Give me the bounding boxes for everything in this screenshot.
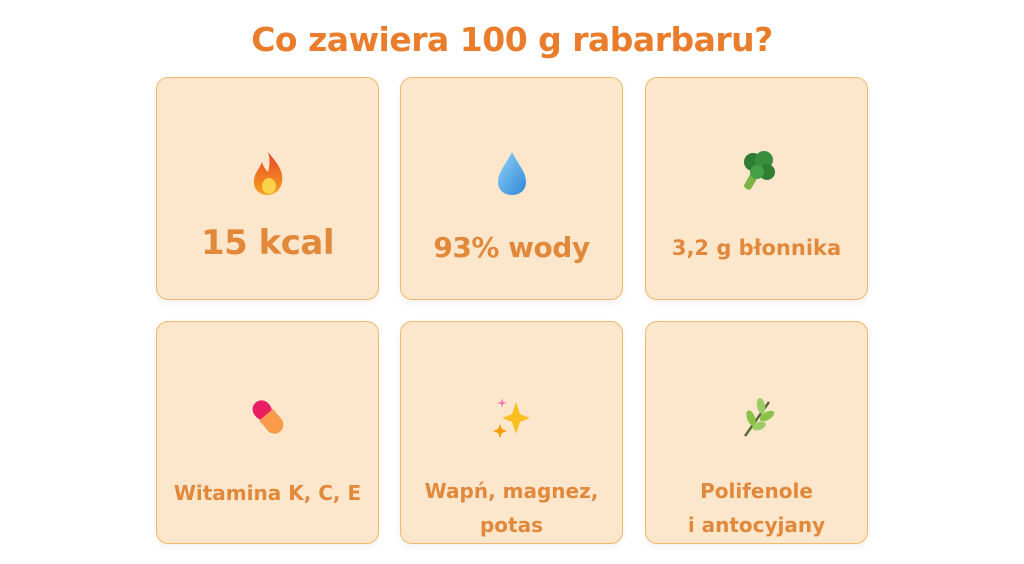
card-minerals: Wapń, magnez, potas [400, 321, 623, 544]
card-label: 15 kcal [200, 223, 335, 263]
card-vitamins: Witamina K, C, E [156, 321, 379, 544]
card-label-line: Wapń, magnez, [424, 479, 599, 503]
card-label-line: potas [479, 513, 544, 537]
pill-icon [248, 394, 288, 440]
card-label: Wapń, magnez, potas [401, 474, 622, 542]
card-calories: 15 kcal [156, 77, 379, 300]
broccoli-icon [737, 148, 777, 194]
card-label-line: Polifenole [700, 479, 813, 503]
page-title: Co zawiera 100 g rabarbaru? [251, 20, 773, 59]
droplet-icon [492, 150, 532, 196]
card-polyphenols: Polifenole i antocyjany [645, 321, 868, 544]
card-label: Witamina K, C, E [173, 481, 362, 505]
card-label-line: i antocyjany [687, 513, 826, 537]
card-fiber: 3,2 g błonnika [645, 77, 868, 300]
sparkles-icon [492, 394, 532, 440]
card-label: Polifenole i antocyjany [646, 474, 867, 542]
card-water: 93% wody [400, 77, 623, 300]
fire-icon [248, 150, 288, 196]
card-label: 3,2 g błonnika [671, 236, 842, 260]
card-label: 93% wody [433, 231, 590, 264]
herb-icon [737, 394, 777, 440]
